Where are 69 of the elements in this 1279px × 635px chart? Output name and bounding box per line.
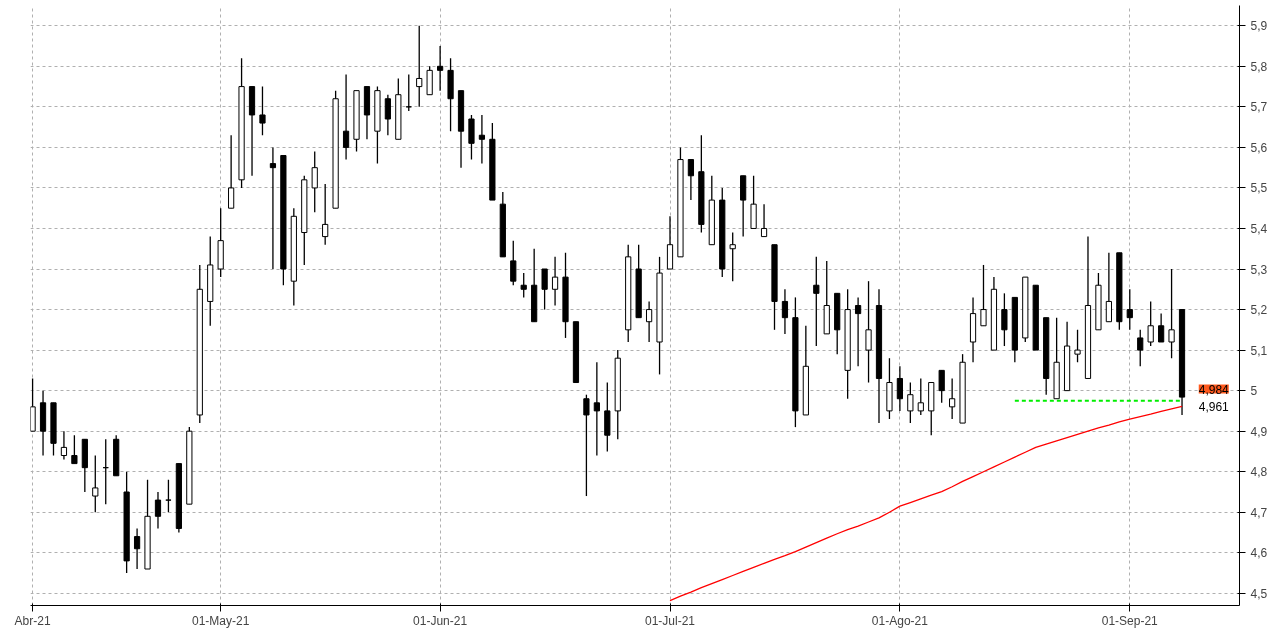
candlestick <box>1147 300 1154 347</box>
candlestick <box>1168 268 1175 359</box>
candlestick <box>1158 312 1165 343</box>
candlestick <box>583 394 590 497</box>
candlestick <box>1126 288 1133 331</box>
candlestick <box>228 134 235 209</box>
candlestick <box>71 434 78 465</box>
y-tick-label: 5,4 <box>1250 221 1268 236</box>
candlestick <box>938 369 945 404</box>
y-tick-label: 5,3 <box>1250 262 1268 277</box>
candlestick <box>917 377 924 416</box>
candlestick <box>384 94 391 136</box>
text: 4,984 <box>1198 382 1230 397</box>
candlestick <box>269 146 277 270</box>
x-tick-label: Abr-21 <box>14 613 51 628</box>
candlestick <box>896 365 904 412</box>
y-tick-label: 5,7 <box>1250 100 1268 115</box>
candlestick <box>259 85 266 136</box>
candlestick <box>311 150 318 213</box>
candlestick <box>687 158 695 201</box>
candlestick <box>760 203 768 238</box>
candlestick <box>949 377 956 420</box>
candlestick <box>593 361 600 457</box>
y-tick-label: 5,6 <box>1250 140 1268 155</box>
candlestick <box>342 73 350 161</box>
candlestick <box>1001 292 1008 347</box>
x-tick-label: 01-May-21 <box>192 613 250 628</box>
candlestick <box>541 268 548 311</box>
y-tick-label: 4,6 <box>1250 546 1268 561</box>
y-tick-label: 5,5 <box>1250 181 1268 196</box>
candlestick <box>478 114 486 165</box>
candlestick <box>729 231 736 282</box>
y-tick-label: 4,8 <box>1250 465 1268 480</box>
candlestick <box>1105 252 1112 323</box>
candlestick <box>154 491 162 530</box>
candlestick <box>165 479 172 513</box>
candlestick <box>510 239 517 286</box>
y-tick-label: 5 <box>1250 384 1258 399</box>
candlestick <box>865 280 872 384</box>
line-series <box>669 405 1183 602</box>
y-tick-label: 5,9 <box>1250 19 1268 34</box>
text: 4,961 <box>1198 399 1230 414</box>
y-tick-label: 4,5 <box>1250 586 1268 601</box>
candlestick <box>907 381 914 424</box>
x-tick-label: 01-Jul-21 <box>644 613 696 628</box>
candlestick <box>322 183 329 246</box>
candlestick <box>1074 329 1081 363</box>
candlestick <box>813 256 820 347</box>
candlestick <box>781 288 789 335</box>
candlestick <box>405 73 412 112</box>
candlestick <box>520 272 527 299</box>
candlestick <box>60 430 68 461</box>
candlestick <box>551 256 559 307</box>
candlestick <box>645 300 653 343</box>
candlestick <box>133 527 141 570</box>
x-tick-label: 01-Sep-21 <box>1101 613 1159 628</box>
candlestick <box>854 296 862 367</box>
y-tick-label: 5,8 <box>1250 59 1268 74</box>
y-tick-label: 4,7 <box>1250 505 1268 520</box>
candlestick <box>92 454 99 513</box>
x-tick-label: 01-Jun-21 <box>413 613 468 628</box>
candlestick <box>980 264 987 327</box>
y-tick-label: 4,9 <box>1250 424 1268 439</box>
candlestick <box>416 25 423 108</box>
candlestick <box>437 45 444 92</box>
x-tick-label: 01-Ago-21 <box>871 613 929 628</box>
candlestick <box>1137 329 1144 367</box>
y-tick-label: 5,2 <box>1250 303 1268 318</box>
y-tick-label: 5,1 <box>1250 343 1268 358</box>
